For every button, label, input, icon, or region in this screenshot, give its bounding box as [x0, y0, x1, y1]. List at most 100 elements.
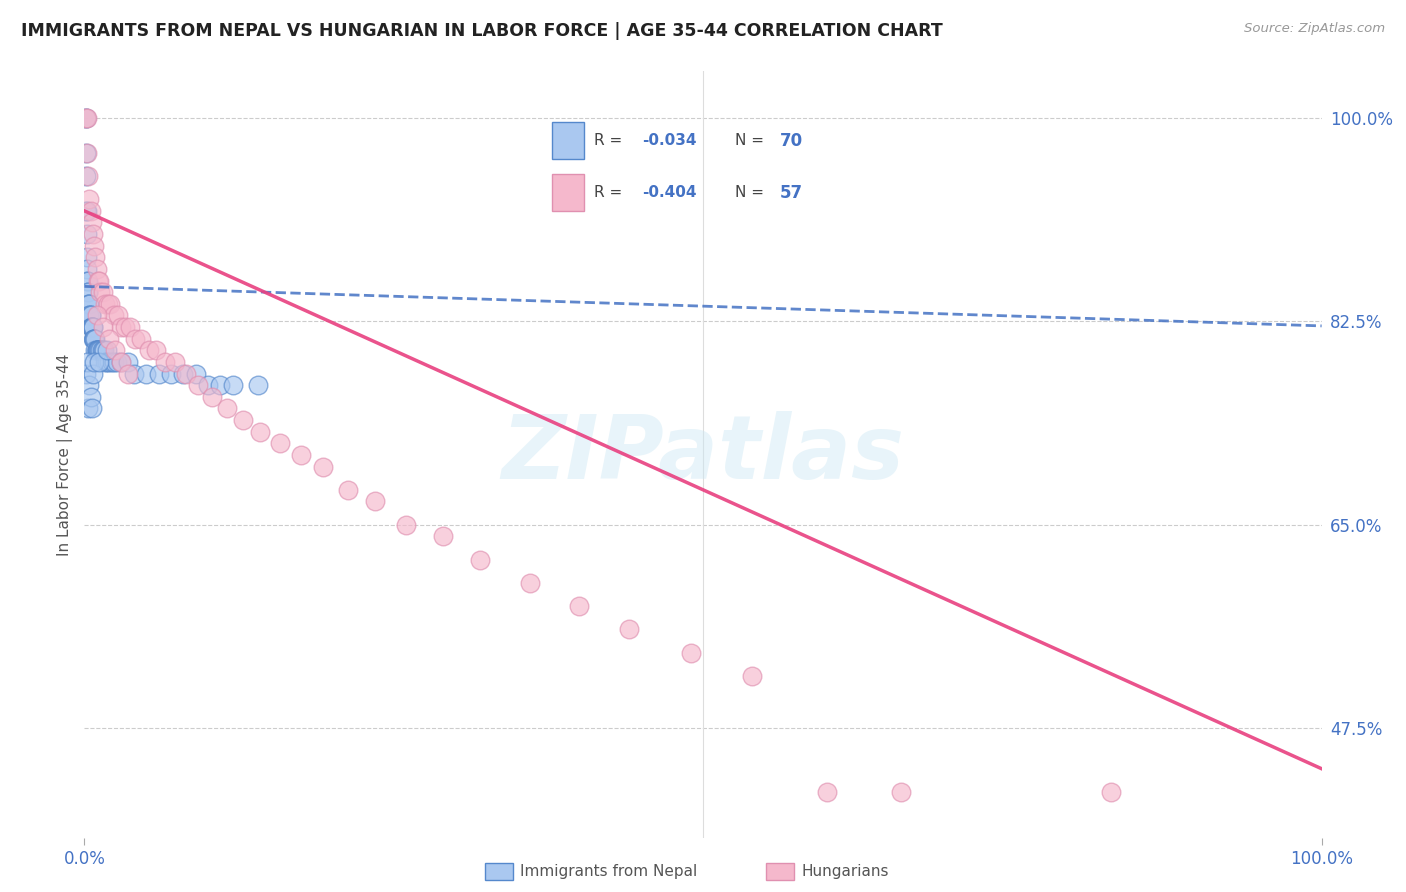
Point	[75, 111, 97, 125]
Point	[124, 332, 146, 346]
Point	[160, 367, 183, 381]
Point	[96, 355, 118, 369]
Point	[76, 250, 98, 264]
Point	[98, 297, 121, 311]
Point	[76, 274, 98, 288]
Point	[75, 367, 97, 381]
Point	[89, 343, 111, 358]
Point	[84, 332, 107, 346]
Point	[86, 343, 108, 358]
Point	[209, 378, 232, 392]
Point	[77, 285, 100, 300]
Point	[86, 262, 108, 277]
Point	[104, 343, 127, 358]
Point	[246, 378, 269, 392]
Point	[77, 285, 100, 300]
Point	[76, 355, 98, 369]
Text: IMMIGRANTS FROM NEPAL VS HUNGARIAN IN LABOR FORCE | AGE 35-44 CORRELATION CHART: IMMIGRANTS FROM NEPAL VS HUNGARIAN IN LA…	[21, 22, 943, 40]
Point	[97, 297, 120, 311]
Point	[80, 320, 103, 334]
Point	[741, 669, 763, 683]
Point	[80, 401, 103, 416]
Point	[77, 297, 100, 311]
Point	[79, 309, 101, 323]
Point	[83, 332, 105, 346]
Point	[145, 343, 167, 358]
Point	[76, 145, 98, 160]
Point	[129, 332, 152, 346]
Point	[76, 262, 98, 277]
Point	[91, 285, 114, 300]
Point	[117, 355, 139, 369]
Point	[215, 401, 238, 416]
Point	[89, 285, 111, 300]
Point	[83, 355, 105, 369]
Point	[79, 390, 101, 404]
Point	[617, 622, 640, 636]
Point	[83, 238, 105, 252]
Point	[83, 332, 105, 346]
Point	[98, 332, 121, 346]
Point	[82, 227, 104, 241]
Point	[77, 274, 100, 288]
Point	[110, 355, 132, 369]
Point	[89, 343, 111, 358]
Point	[83, 332, 105, 346]
Point	[364, 494, 387, 508]
Point	[86, 343, 108, 358]
Point	[249, 425, 271, 439]
Point	[470, 552, 492, 566]
Point	[80, 215, 103, 229]
Point	[79, 378, 101, 392]
Point	[87, 343, 110, 358]
Point	[107, 309, 129, 323]
Point	[174, 367, 197, 381]
Point	[103, 355, 125, 369]
Point	[84, 250, 107, 264]
Point	[82, 320, 104, 334]
Point	[110, 320, 132, 334]
Point	[100, 355, 122, 369]
Point	[82, 367, 104, 381]
Point	[336, 483, 359, 497]
Point	[114, 320, 136, 334]
Point	[79, 297, 101, 311]
Point	[110, 355, 132, 369]
Point	[187, 378, 209, 392]
Point	[75, 145, 97, 160]
Point	[79, 297, 101, 311]
Point	[148, 367, 170, 381]
Point	[172, 367, 194, 381]
Point	[232, 413, 254, 427]
Point	[91, 320, 114, 334]
Point	[432, 529, 454, 543]
Point	[312, 459, 335, 474]
Text: Immigrants from Nepal: Immigrants from Nepal	[520, 864, 697, 879]
Point	[75, 111, 97, 125]
Point	[184, 367, 207, 381]
Point	[76, 203, 98, 218]
Point	[75, 203, 97, 218]
Point	[76, 111, 98, 125]
Point	[89, 274, 111, 288]
Point	[80, 320, 103, 334]
Point	[197, 378, 219, 392]
Point	[103, 309, 125, 323]
Point	[153, 355, 176, 369]
Text: ZIPatlas: ZIPatlas	[502, 411, 904, 499]
Point	[290, 448, 312, 462]
Point	[84, 343, 107, 358]
Text: Hungarians: Hungarians	[801, 864, 889, 879]
Y-axis label: In Labor Force | Age 35-44: In Labor Force | Age 35-44	[58, 354, 73, 556]
Point	[79, 203, 101, 218]
Point	[120, 320, 142, 334]
Point	[89, 355, 111, 369]
Point	[122, 367, 145, 381]
Point	[117, 367, 139, 381]
Point	[90, 343, 112, 358]
Point	[163, 355, 186, 369]
Point	[96, 343, 118, 358]
Point	[76, 227, 98, 241]
Point	[568, 599, 591, 613]
Text: Source: ZipAtlas.com: Source: ZipAtlas.com	[1244, 22, 1385, 36]
